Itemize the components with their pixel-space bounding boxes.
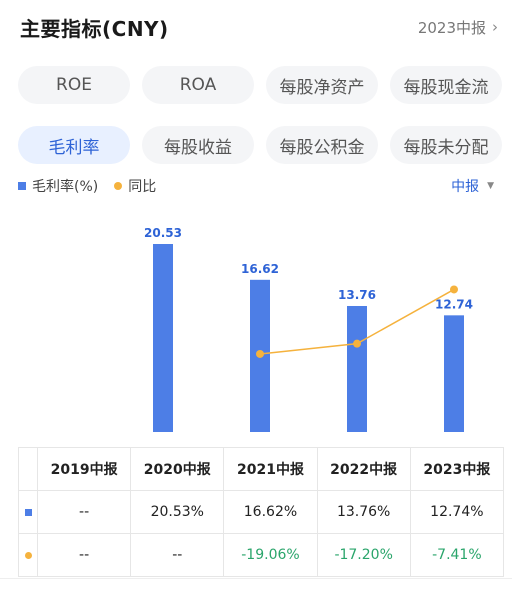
tab-cash-flow-per-share[interactable]: 每股现金流 bbox=[390, 66, 502, 104]
table-cell: 12.74% bbox=[409, 490, 505, 534]
table-cell: -- bbox=[36, 533, 132, 577]
table-cell: -- bbox=[130, 533, 225, 577]
tab-undistributed-per-share[interactable]: 每股未分配 bbox=[390, 126, 502, 164]
table-header-row: 2019中报 2020中报 2021中报 2022中报 2023中报 bbox=[18, 447, 505, 491]
chart-legend: 毛利率(%) 同比 bbox=[18, 176, 156, 196]
caret-down-icon: ▼ bbox=[487, 181, 494, 191]
bar-2020中报 bbox=[153, 244, 173, 432]
tab-roa[interactable]: ROA bbox=[142, 66, 254, 104]
period-select-label: 中报 bbox=[451, 179, 480, 195]
data-table: 2019中报 2020中报 2021中报 2022中报 2023中报 -- 20… bbox=[18, 447, 505, 577]
report-period-link[interactable]: 2023中报 › bbox=[418, 17, 498, 38]
bar-2023中报 bbox=[444, 315, 464, 432]
row-marker bbox=[18, 533, 38, 577]
indicator-tabs-row-2: 毛利率 每股收益 每股公积金 每股未分配 bbox=[18, 126, 502, 164]
table-cell: 16.62% bbox=[223, 490, 318, 534]
table-cell: 20.53% bbox=[130, 490, 225, 534]
table-cell: -19.06% bbox=[223, 533, 318, 577]
table-header-cell: 2021中报 bbox=[223, 447, 318, 491]
bar-2022中报 bbox=[347, 305, 367, 432]
bar-value-label: 16.62 bbox=[241, 262, 279, 276]
table-cell: -17.20% bbox=[316, 533, 411, 577]
bar-legend-label: 毛利率(%) bbox=[32, 179, 99, 195]
table-cell: -7.41% bbox=[409, 533, 505, 577]
yoy-point bbox=[353, 339, 361, 348]
tab-roe[interactable]: ROE bbox=[18, 66, 130, 104]
row-marker bbox=[18, 490, 38, 534]
tab-eps[interactable]: 每股收益 bbox=[142, 126, 254, 164]
report-period-label: 2023中报 bbox=[417, 18, 486, 37]
tab-gross-margin[interactable]: 毛利率 bbox=[18, 126, 130, 164]
yoy-point bbox=[450, 285, 458, 294]
table-header-cell: 2023中报 bbox=[409, 447, 505, 491]
page-title: 主要指标(CNY) bbox=[20, 16, 169, 41]
bar-marker-icon bbox=[24, 509, 32, 516]
period-select[interactable]: 中报 ▼ bbox=[451, 176, 494, 196]
table-cell: 13.76% bbox=[316, 490, 411, 534]
yoy-point bbox=[256, 349, 264, 358]
header: 主要指标(CNY) 2023中报 › bbox=[20, 10, 498, 44]
table-row-yoy: -- -- -19.06% -17.20% -7.41% bbox=[18, 533, 505, 577]
chevron-right-icon: › bbox=[492, 18, 498, 36]
divider bbox=[0, 578, 512, 579]
table-header-cell bbox=[18, 447, 38, 491]
tab-net-assets-per-share[interactable]: 每股净资产 bbox=[266, 66, 378, 104]
table-header-cell: 2020中报 bbox=[130, 447, 225, 491]
tab-reserve-per-share[interactable]: 每股公积金 bbox=[266, 126, 378, 164]
bar-value-label: 20.53 bbox=[144, 226, 182, 240]
line-legend-swatch bbox=[114, 182, 123, 190]
indicator-tabs-row-1: ROE ROA 每股净资产 每股现金流 bbox=[18, 66, 502, 104]
bar-legend-swatch bbox=[18, 182, 26, 190]
dot-marker-icon bbox=[24, 552, 32, 559]
table-header-cell: 2022中报 bbox=[316, 447, 411, 491]
table-row-gross-margin: -- 20.53% 16.62% 13.76% 12.74% bbox=[18, 490, 505, 534]
bar-value-label: 13.76 bbox=[338, 288, 376, 302]
table-cell: -- bbox=[36, 490, 132, 534]
table-header-cell: 2019中报 bbox=[36, 447, 132, 491]
bar-value-label: 12.74 bbox=[435, 297, 473, 311]
line-legend-label: 同比 bbox=[128, 179, 157, 195]
gross-margin-chart: 20.53 16.62 13.76 12.74 bbox=[144, 226, 473, 432]
